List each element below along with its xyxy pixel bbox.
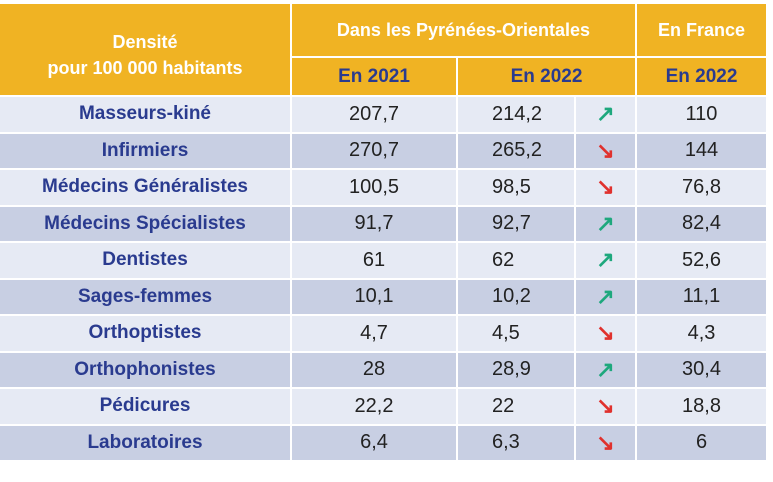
value-po-2021: 61: [292, 243, 458, 280]
trend-down-arrow-icon: ↘: [576, 389, 637, 426]
value-po-2021: 207,7: [292, 97, 458, 134]
value-france-2022: 18,8: [637, 389, 766, 426]
row-label: Sages-femmes: [0, 279, 292, 316]
trend-down-arrow-icon: ↘: [576, 170, 637, 207]
row-label: Pédicures: [0, 389, 292, 426]
row-label: Orthophonistes: [0, 352, 292, 389]
header-france-2022: En 2022: [637, 58, 766, 97]
table-row: Masseurs-kiné 207,7 214,2 ↗ 110: [0, 97, 766, 134]
value-po-2022: 98,5: [458, 170, 576, 207]
value-po-2022: 10,2: [458, 279, 576, 316]
table-row: Médecins Généralistes 100,5 98,5 ↘ 76,8: [0, 170, 766, 207]
value-po-2021: 10,1: [292, 279, 458, 316]
value-po-2022: 28,9: [458, 352, 576, 389]
value-po-2021: 22,2: [292, 389, 458, 426]
value-po-2021: 91,7: [292, 206, 458, 243]
value-po-2021: 270,7: [292, 133, 458, 170]
value-france-2022: 30,4: [637, 352, 766, 389]
value-po-2022: 214,2: [458, 97, 576, 134]
value-po-2021: 28: [292, 352, 458, 389]
table-row: Dentistes 61 62 ↗ 52,6: [0, 243, 766, 280]
value-po-2022: 62: [458, 243, 576, 280]
value-po-2022: 6,3: [458, 425, 576, 462]
value-france-2022: 52,6: [637, 243, 766, 280]
value-france-2022: 82,4: [637, 206, 766, 243]
value-po-2021: 100,5: [292, 170, 458, 207]
row-label: Médecins Spécialistes: [0, 206, 292, 243]
trend-down-arrow-icon: ↘: [576, 425, 637, 462]
table-row: Médecins Spécialistes 91,7 92,7 ↗ 82,4: [0, 206, 766, 243]
row-label: Dentistes: [0, 243, 292, 280]
value-france-2022: 144: [637, 133, 766, 170]
table-row: Infirmiers 270,7 265,2 ↘ 144: [0, 133, 766, 170]
trend-down-arrow-icon: ↘: [576, 316, 637, 353]
table-row: Orthophonistes 28 28,9 ↗ 30,4: [0, 352, 766, 389]
trend-up-arrow-icon: ↗: [576, 206, 637, 243]
value-france-2022: 6: [637, 425, 766, 462]
row-label: Infirmiers: [0, 133, 292, 170]
value-po-2022: 4,5: [458, 316, 576, 353]
header-group-pyrenees: Dans les Pyrénées-Orientales: [292, 4, 637, 58]
trend-down-arrow-icon: ↘: [576, 133, 637, 170]
value-po-2021: 6,4: [292, 425, 458, 462]
table-body: Masseurs-kiné 207,7 214,2 ↗ 110 Infirmiers 270…: [0, 97, 766, 462]
table-row: Pédicures 22,2 22 ↘ 18,8: [0, 389, 766, 426]
header-label-line1: Densité: [112, 31, 178, 52]
header-group-france: En France: [637, 4, 766, 58]
value-po-2021: 4,7: [292, 316, 458, 353]
table-row: Sages-femmes 10,1 10,2 ↗ 11,1: [0, 279, 766, 316]
row-label: Médecins Généralistes: [0, 170, 292, 207]
header-density-label: Densité pour 100 000 habitants: [0, 4, 292, 97]
trend-up-arrow-icon: ↗: [576, 243, 637, 280]
density-table: Densité pour 100 000 habitants Dans les …: [0, 4, 766, 462]
header-2022: En 2022: [458, 58, 637, 97]
trend-up-arrow-icon: ↗: [576, 97, 637, 134]
value-france-2022: 76,8: [637, 170, 766, 207]
row-label: Laboratoires: [0, 425, 292, 462]
value-france-2022: 4,3: [637, 316, 766, 353]
value-po-2022: 22: [458, 389, 576, 426]
trend-up-arrow-icon: ↗: [576, 279, 637, 316]
value-france-2022: 110: [637, 97, 766, 134]
row-label: Masseurs-kiné: [0, 97, 292, 134]
row-label: Orthoptistes: [0, 316, 292, 353]
header-2021: En 2021: [292, 58, 458, 97]
value-po-2022: 265,2: [458, 133, 576, 170]
table-row: Orthoptistes 4,7 4,5 ↘ 4,3: [0, 316, 766, 353]
value-po-2022: 92,7: [458, 206, 576, 243]
trend-up-arrow-icon: ↗: [576, 352, 637, 389]
header-label-line2: pour 100 000 habitants: [47, 57, 243, 78]
table-row: Laboratoires 6,4 6,3 ↘ 6: [0, 425, 766, 462]
value-france-2022: 11,1: [637, 279, 766, 316]
